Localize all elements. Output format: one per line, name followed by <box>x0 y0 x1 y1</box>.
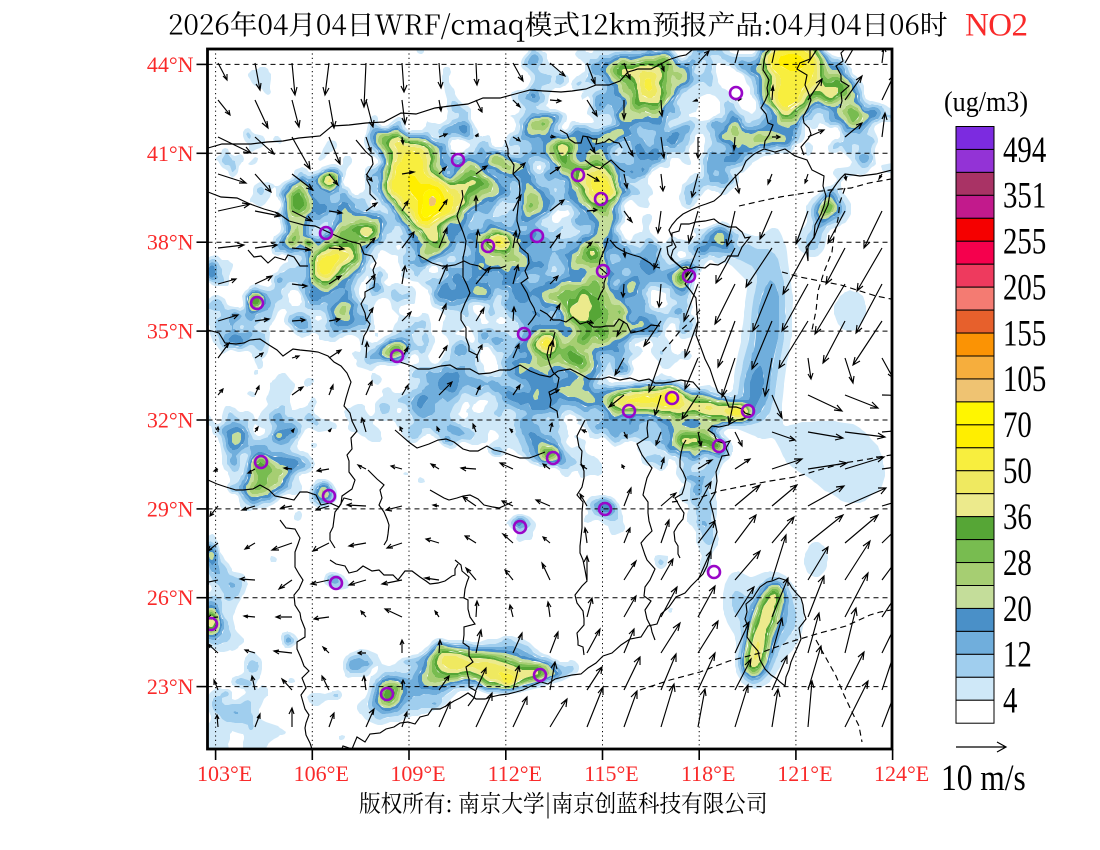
svg-text:38°N: 38°N <box>147 230 194 255</box>
svg-text:20: 20 <box>1003 588 1032 629</box>
svg-text:23°N: 23°N <box>147 674 194 699</box>
svg-text:103°E: 103°E <box>197 761 252 786</box>
svg-text:105: 105 <box>1003 359 1046 400</box>
svg-text:494: 494 <box>1003 129 1047 170</box>
svg-text:26°N: 26°N <box>147 585 194 610</box>
svg-text:109°E: 109°E <box>390 761 445 786</box>
svg-text:255: 255 <box>1003 221 1046 262</box>
svg-text:112°E: 112°E <box>488 761 542 786</box>
svg-text:118°E: 118°E <box>681 761 735 786</box>
svg-text:124°E: 124°E <box>874 761 929 786</box>
svg-text:41°N: 41°N <box>147 141 194 166</box>
svg-text:106°E: 106°E <box>294 761 349 786</box>
svg-text:351: 351 <box>1003 175 1046 216</box>
svg-text:44°N: 44°N <box>147 52 194 77</box>
svg-text:10 m/s: 10 m/s <box>941 758 1026 799</box>
svg-text:36: 36 <box>1003 497 1032 538</box>
svg-text:32°N: 32°N <box>147 408 194 433</box>
svg-text:(ug/m3): (ug/m3) <box>944 85 1028 118</box>
svg-text:12: 12 <box>1003 634 1032 675</box>
svg-text:155: 155 <box>1003 313 1046 354</box>
svg-text:28: 28 <box>1003 542 1032 583</box>
svg-text:70: 70 <box>1003 405 1032 446</box>
svg-text:4: 4 <box>1003 680 1018 721</box>
svg-text:29°N: 29°N <box>147 496 194 521</box>
svg-text:121°E: 121°E <box>777 761 832 786</box>
svg-text:205: 205 <box>1003 267 1046 308</box>
svg-text:50: 50 <box>1003 451 1032 492</box>
svg-text:115°E: 115°E <box>584 761 638 786</box>
svg-text:NO2: NO2 <box>965 8 1028 44</box>
svg-text:35°N: 35°N <box>147 319 194 344</box>
